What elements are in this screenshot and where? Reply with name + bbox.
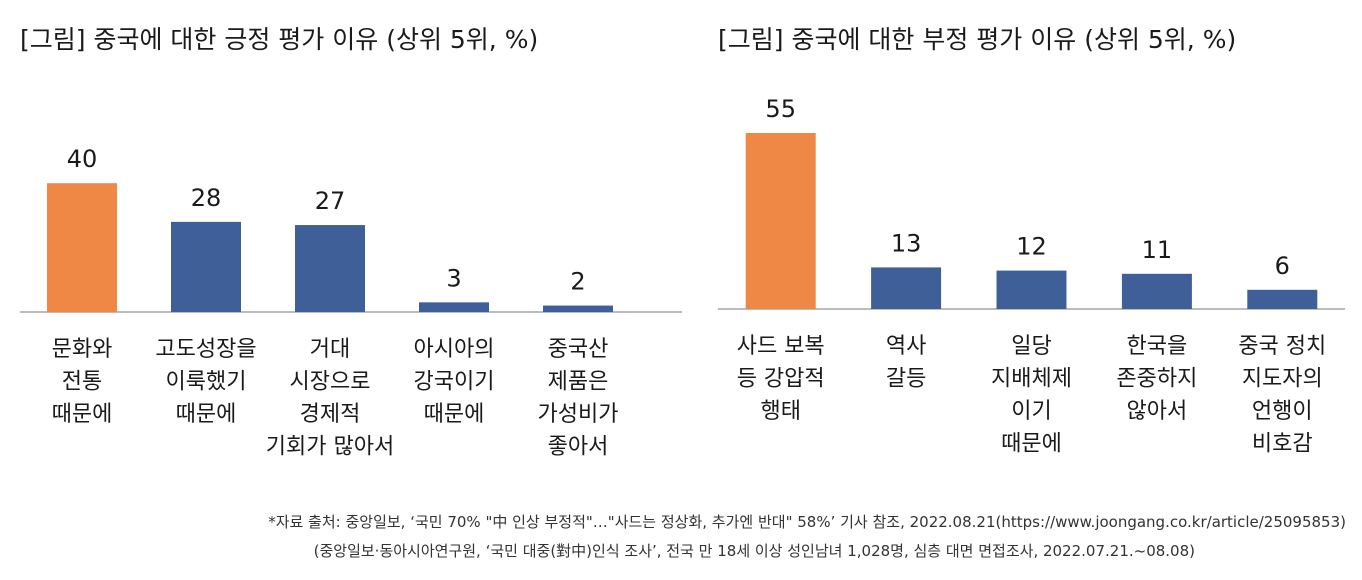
bar <box>745 133 816 309</box>
source-note-line-1: *자료 출처: 중앙일보, ‘국민 70% "中 인상 부정적"…"사드는 정상… <box>268 513 1346 531</box>
bar <box>419 302 489 312</box>
source-note-line-2: (중앙일보·동아시아연구원, ‘국민 대중(對中)인식 조사’, 전국 만 18… <box>314 542 1195 560</box>
category-label: 강국이기 <box>414 370 495 395</box>
category-label: 중국산 <box>548 337 609 362</box>
category-label: 때문에 <box>424 402 485 427</box>
bar <box>171 221 241 312</box>
category-label: 고도성장을 <box>155 337 256 362</box>
category-label: 이기 <box>1011 399 1051 424</box>
bar <box>996 270 1067 309</box>
category-label: 사드 보복 <box>737 334 825 359</box>
category-label: 지도자의 <box>1242 367 1323 392</box>
category-label: 일당 <box>1011 334 1051 359</box>
data-label: 28 <box>191 184 222 212</box>
data-label: 6 <box>1275 252 1290 280</box>
chart-title-positive: [그림] 중국에 대한 긍정 평가 이유 (상위 5위, %) <box>20 25 538 54</box>
category-label: 역사 <box>886 334 926 359</box>
category-label: 갈등 <box>886 367 926 392</box>
bar <box>1121 273 1192 309</box>
data-label: 11 <box>1142 236 1173 264</box>
category-label: 경제적 <box>300 402 361 427</box>
data-label: 27 <box>315 187 346 215</box>
category-label: 한국을 <box>1127 334 1188 359</box>
bar <box>871 267 942 309</box>
category-label: 아시아의 <box>414 337 495 362</box>
bar <box>1247 289 1318 309</box>
bar <box>295 225 365 312</box>
category-label: 등 강압적 <box>737 367 825 392</box>
data-label: 40 <box>67 145 98 173</box>
data-label: 2 <box>570 268 585 296</box>
data-label: 13 <box>891 229 922 257</box>
category-label: 제품은 <box>548 370 609 395</box>
category-label: 비호감 <box>1252 432 1313 457</box>
category-label: 이룩했기 <box>166 370 247 395</box>
category-label: 언행이 <box>1252 399 1313 424</box>
category-label: 시장으로 <box>290 370 371 395</box>
category-label: 문화와 <box>52 337 113 362</box>
category-label: 때문에 <box>176 402 237 427</box>
category-label: 않아서 <box>1127 399 1188 424</box>
category-label: 좋아서 <box>548 435 609 460</box>
category-label: 존중하지 <box>1116 367 1197 392</box>
category-label: 때문에 <box>52 402 113 427</box>
bar <box>543 305 613 312</box>
category-label: 가성비가 <box>538 402 619 427</box>
category-label: 전통 <box>62 370 102 395</box>
data-label: 3 <box>446 264 461 292</box>
category-label: 중국 정치 <box>1238 334 1326 359</box>
data-label: 12 <box>1016 233 1047 261</box>
bar <box>47 183 117 312</box>
category-label: 거대 <box>310 337 350 362</box>
category-label: 지배체제 <box>991 367 1072 392</box>
data-label: 55 <box>765 95 796 123</box>
chart-title-negative: [그림] 중국에 대한 부정 평가 이유 (상위 5위, %) <box>718 25 1236 54</box>
category-label: 행태 <box>760 399 800 424</box>
category-label: 기회가 많아서 <box>266 435 394 460</box>
category-label: 때문에 <box>1001 432 1062 457</box>
